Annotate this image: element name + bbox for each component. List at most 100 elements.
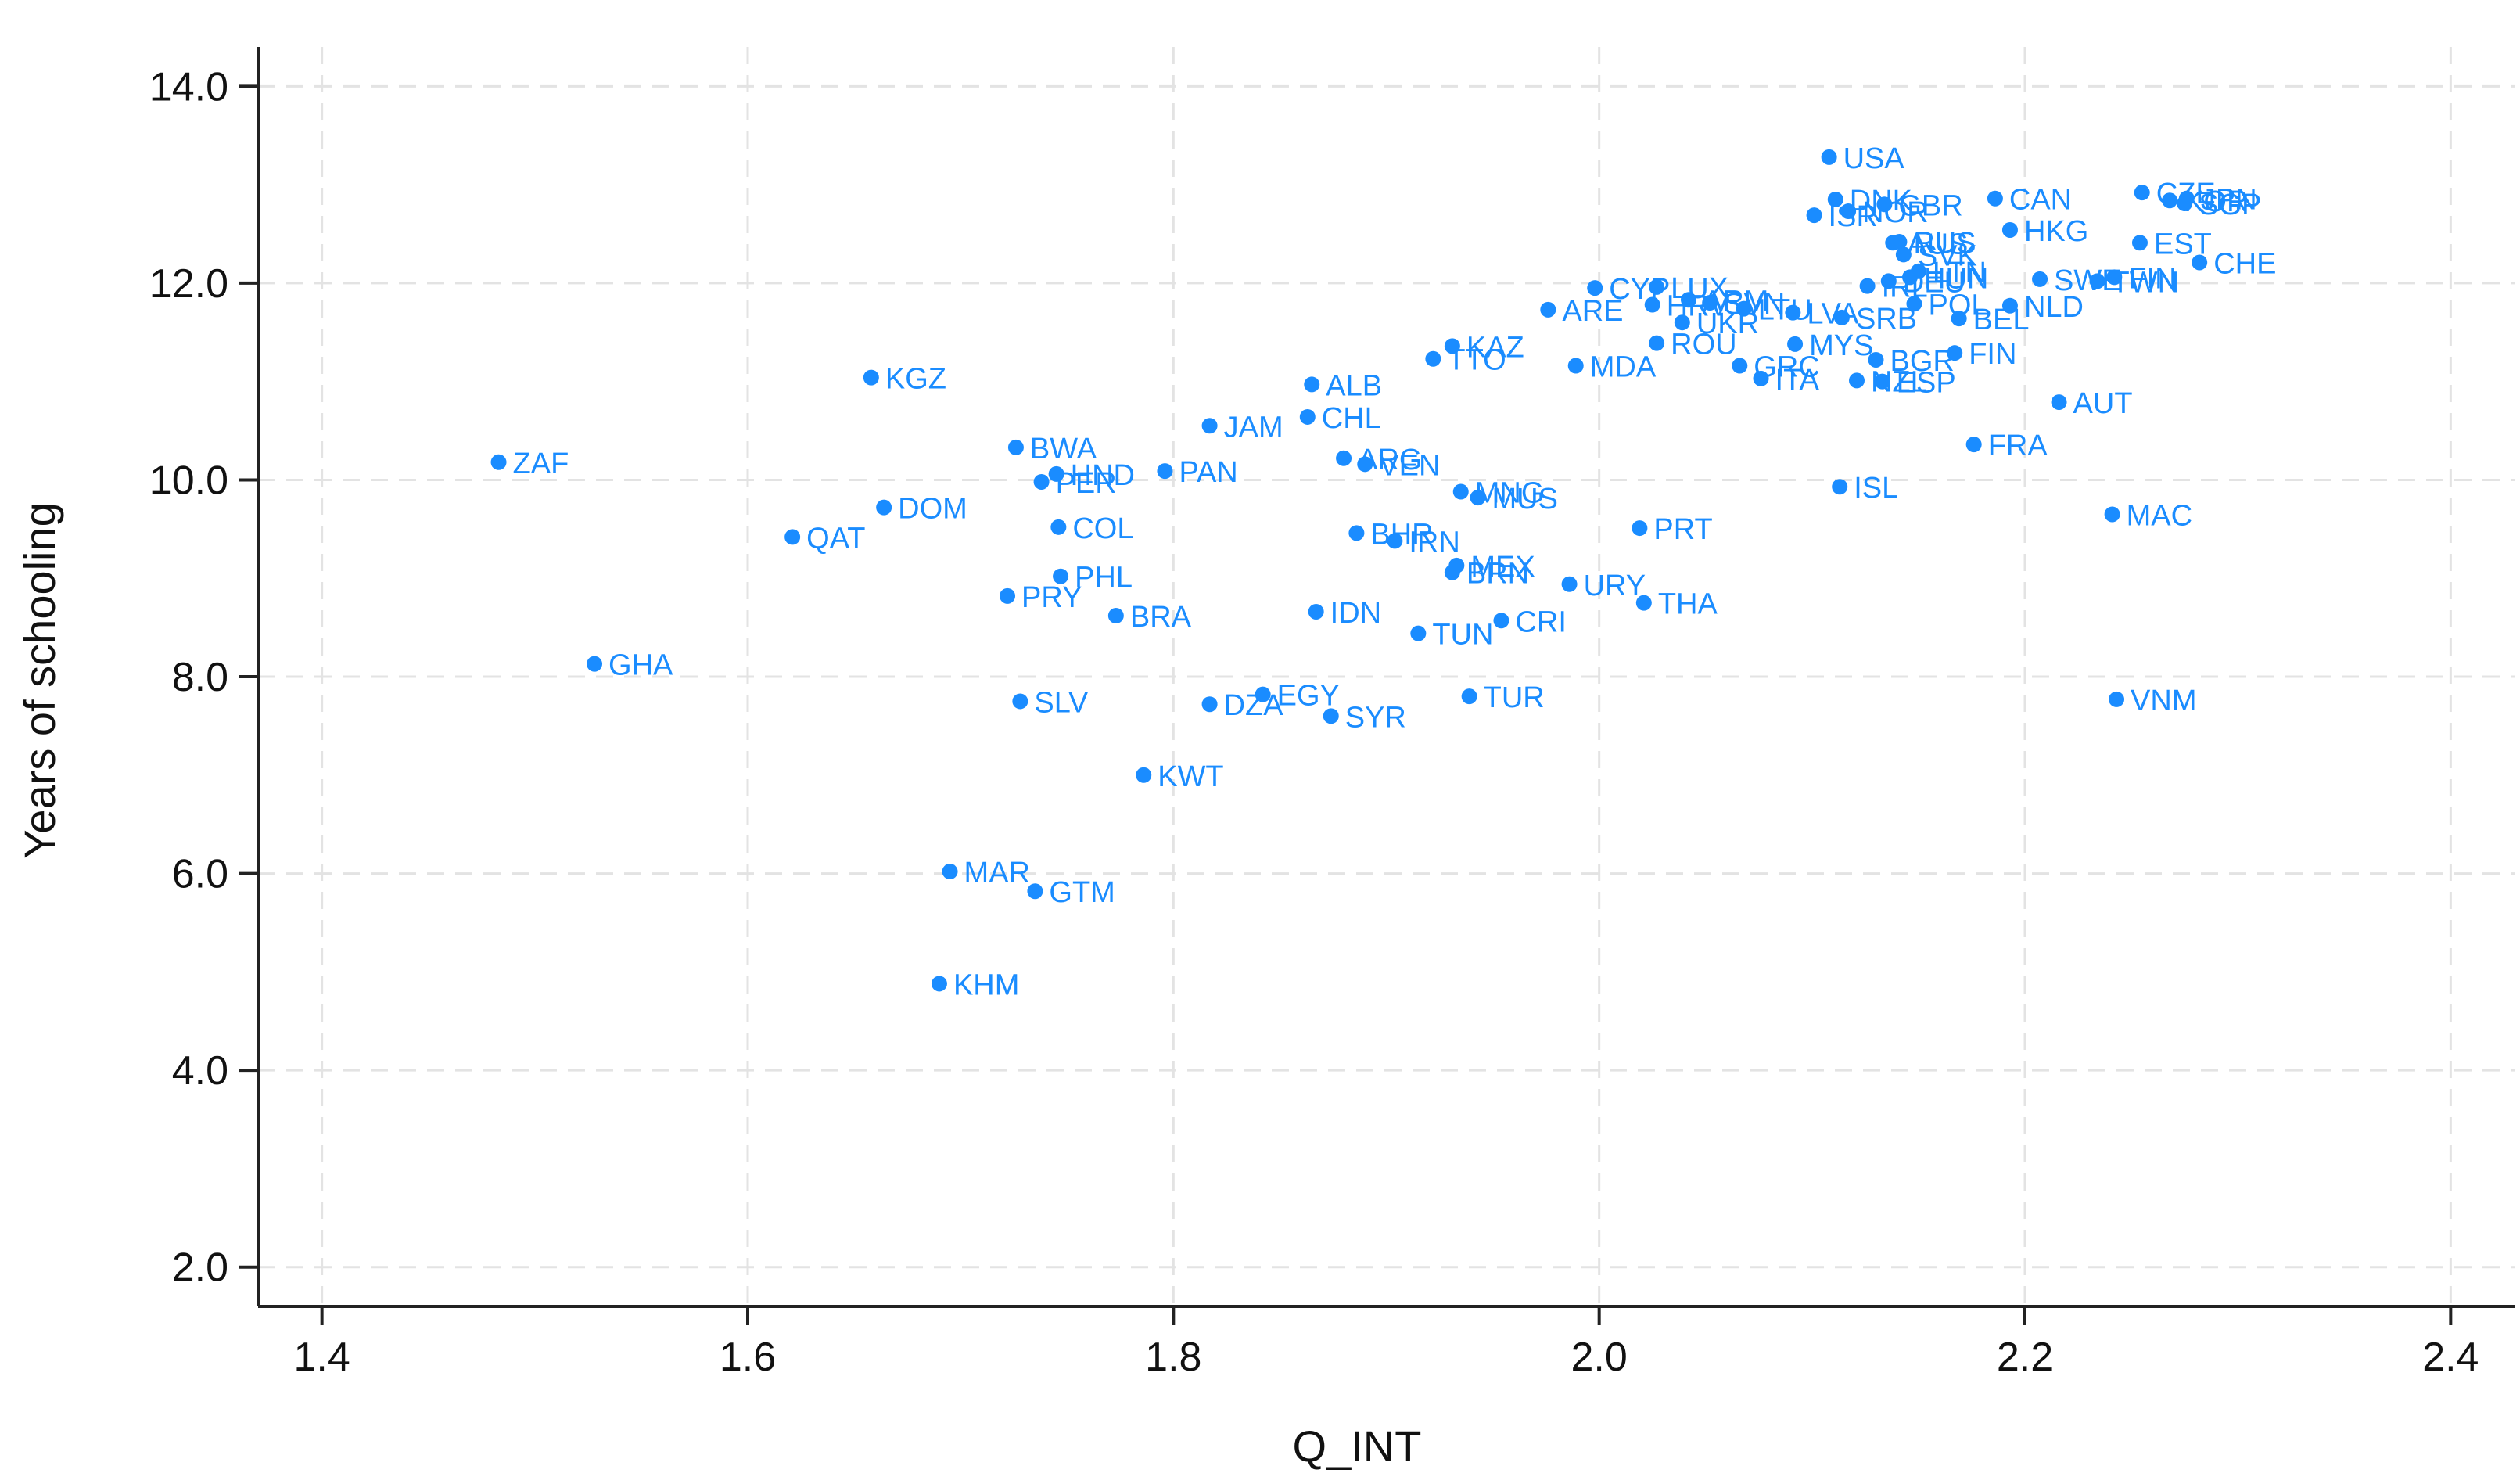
point-lva	[1785, 304, 1801, 321]
point-bel	[1951, 311, 1967, 327]
point-label-col: COL	[1072, 512, 1133, 545]
point-rou	[1649, 335, 1665, 351]
point-vnm	[2109, 691, 2125, 707]
y-tick-label: 14.0	[149, 64, 228, 110]
point-label-hun: HUN	[1924, 262, 1988, 295]
point-label-sgp: SGP	[2199, 189, 2261, 221]
point-alb	[1304, 376, 1320, 393]
point-label-irn: IRN	[1409, 526, 1459, 559]
x-tick-label: 2.0	[1571, 1335, 1628, 1380]
point-jam	[1201, 418, 1218, 434]
point-est	[2131, 235, 2148, 251]
point-label-prt: PRT	[1653, 513, 1712, 546]
point-label-qat: QAT	[806, 522, 865, 555]
point-swe	[2032, 271, 2048, 287]
point-ukr	[1674, 314, 1690, 331]
point-label-mda: MDA	[1590, 351, 1657, 384]
point-label-tun: TUN	[1432, 619, 1493, 652]
point-label-are: ARE	[1562, 295, 1623, 328]
point-idn	[1308, 603, 1324, 620]
point-label-bhr: BHR	[1370, 518, 1433, 551]
point-tur	[1461, 688, 1477, 705]
point-label-khm: KHM	[953, 968, 1019, 1001]
point-label-srb: SRB	[1856, 303, 1917, 336]
point-label-esp: ESP	[1897, 367, 1956, 400]
y-tick-label: 12.0	[149, 261, 228, 307]
point-label-fin2: FIN	[2128, 262, 2176, 295]
point-mar	[942, 864, 958, 880]
point-label-nld: NLD	[2024, 291, 2084, 324]
point-khm	[931, 976, 947, 992]
point-label-ltu: LTU	[1758, 294, 1812, 327]
point-che	[2192, 254, 2208, 271]
point-kaz	[1444, 338, 1460, 354]
point-label-aut: AUT	[2073, 387, 2133, 420]
y-tick-label: 6.0	[172, 852, 228, 897]
point-label-brn: BRN	[1466, 558, 1529, 591]
point-label-mar: MAR	[964, 857, 1030, 889]
point-label-nor: NOR	[1862, 196, 1928, 229]
x-tick-label: 2.2	[1997, 1335, 2053, 1380]
point-label-slv: SLV	[1034, 686, 1089, 719]
point-grc	[1732, 358, 1748, 374]
point-hkg	[2001, 221, 2018, 238]
point-ltn	[1910, 263, 1926, 279]
point-label-pry: PRY	[1021, 581, 1082, 614]
point-label-dza: DZA	[1224, 689, 1284, 722]
y-axis-title: Years of schooling	[15, 502, 64, 859]
point-label-lva: LVA	[1807, 298, 1859, 331]
axes: 1.4 1.6 1.8 2.0 2.2 2.4 2.0 4.0 6.0 8.0 10.0 12.0 14…	[149, 47, 2515, 1380]
point-fra	[1965, 437, 1982, 453]
point-label-bgr: BGR	[1890, 345, 1954, 378]
point-label-mng: MNG	[1475, 477, 1545, 510]
point-can	[1987, 190, 2003, 207]
point-hrv	[1644, 296, 1660, 313]
point-label-rou: ROU	[1671, 329, 1736, 361]
point-chl	[1299, 408, 1316, 425]
point-bwa	[1007, 439, 1024, 455]
point-per	[1033, 473, 1050, 490]
point-dom	[876, 499, 892, 516]
point-label-zaf: ZAF	[513, 447, 569, 480]
point-tha	[1635, 595, 1652, 611]
point-prt	[1632, 520, 1648, 537]
point-label-alb: ALB	[1326, 369, 1382, 402]
point-fin2	[2106, 269, 2123, 286]
point-syr	[1323, 708, 1339, 724]
point-zaf	[490, 454, 507, 470]
point-label-mus: MUS	[1492, 483, 1558, 516]
point-label-ita: ITA	[1775, 364, 1820, 397]
point-qat	[784, 529, 801, 545]
point-hnd	[1048, 465, 1064, 482]
point-gbr	[1876, 196, 1893, 213]
point-pan	[1157, 463, 1173, 480]
point-fin	[1947, 345, 1963, 361]
x-tick-label: 1.6	[720, 1335, 776, 1380]
point-ltu	[1736, 300, 1752, 317]
point-tto	[1425, 350, 1441, 367]
point-gha	[587, 656, 603, 672]
point-aut	[2051, 394, 2067, 411]
point-label-usa: USA	[1843, 142, 1905, 175]
point-bgr	[1868, 351, 1884, 368]
point-mex	[1448, 557, 1465, 573]
point-gtm	[1027, 883, 1043, 900]
point-mus	[1470, 490, 1486, 506]
point-irn	[1387, 533, 1403, 549]
point-label-vnm: VNM	[2131, 685, 2196, 717]
x-tick-label: 2.4	[2422, 1335, 2479, 1380]
point-egy	[1255, 686, 1271, 702]
point-label-tur: TUR	[1484, 681, 1545, 714]
x-tick-label: 1.4	[294, 1335, 350, 1380]
x-axis-title: Q_INT	[1293, 1421, 1422, 1471]
point-label-aus: AUS	[1907, 228, 1968, 261]
point-mys	[1787, 336, 1804, 352]
point-label-hnd: HND	[1071, 459, 1135, 492]
point-label-kaz: KAZ	[1466, 331, 1524, 364]
point-nor	[1840, 203, 1857, 220]
point-label-tha: THA	[1658, 588, 1718, 621]
point-kor	[2162, 192, 2178, 209]
point-label-can: CAN	[2009, 184, 2072, 217]
point-phl	[1053, 568, 1069, 584]
point-kgz	[863, 369, 879, 386]
